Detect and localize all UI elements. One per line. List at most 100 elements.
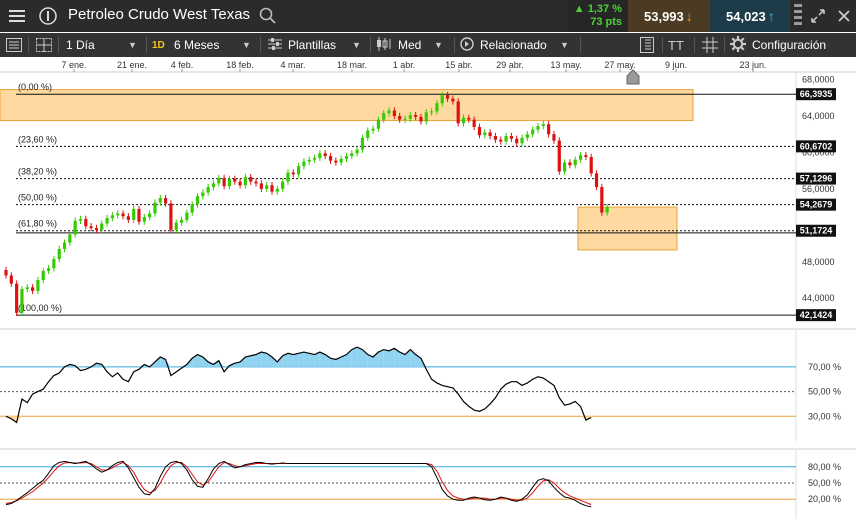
candle-body: [451, 98, 455, 102]
candle-body: [536, 126, 540, 130]
candle-body: [541, 124, 545, 127]
candle-body: [249, 177, 253, 182]
rsi-overbought-fill: [309, 353, 315, 367]
candle-body: [206, 187, 210, 193]
templates-dropdown[interactable]: Plantillas ▼: [268, 33, 368, 57]
related-dropdown[interactable]: Relacionado ▼: [460, 33, 578, 57]
rsi-overbought-fill: [287, 353, 294, 367]
rsi-overbought-fill: [202, 357, 209, 367]
candle-body: [594, 173, 599, 188]
candle-body: [408, 115, 412, 119]
rsi-panel[interactable]: 70,00 % 50,00 % 30,00 %: [0, 328, 856, 441]
layout-grid-icon[interactable]: [36, 33, 52, 57]
candle-body: [499, 139, 503, 142]
candle-body: [185, 212, 189, 220]
list-icon[interactable]: [6, 33, 22, 57]
chart-area[interactable]: 7 ene. 21 ene. 4 feb. 18 feb. 4 mar. 18 mar. 1…: [0, 58, 856, 519]
x-tick-label: 18 mar.: [337, 60, 367, 70]
crosshair-grid-icon[interactable]: [702, 33, 718, 57]
candle-body: [169, 203, 173, 230]
candle-body: [578, 155, 583, 160]
price-chart[interactable]: (0,00 %) (23,60 %) (38,20 %) (50,00 %) (61,8…: [0, 69, 836, 322]
column-chart-icon[interactable]: [640, 33, 654, 57]
x-tick-label: 9 jun.: [665, 60, 687, 70]
menu-icon[interactable]: [0, 0, 34, 32]
candle-body: [515, 138, 519, 144]
toolbar-divider: [662, 37, 663, 53]
candle-body: [15, 283, 19, 313]
rsi-tick-label: 50,00 %: [808, 387, 841, 397]
interval-dropdown[interactable]: 1 Día ▼: [66, 33, 142, 57]
x-axis: 7 ene. 21 ene. 4 feb. 18 feb. 4 mar. 18 mar. 1…: [0, 60, 856, 73]
text-tool-button[interactable]: TT: [668, 33, 684, 57]
candle-body: [302, 161, 306, 167]
ask-price-button[interactable]: 54,023 ↑: [710, 0, 790, 32]
candle-body: [371, 128, 375, 131]
y-tick-label: 60,0000: [802, 147, 835, 157]
rsi-overbought-fill: [293, 353, 299, 367]
toolbar-divider: [724, 37, 725, 53]
candle-body: [211, 183, 216, 188]
rsi-tick-label: 70,00 %: [808, 362, 841, 372]
alert-marker-icon: [626, 69, 640, 85]
range-dropdown[interactable]: 6 Meses ▼: [174, 33, 258, 57]
candle-body: [366, 130, 370, 138]
toolbar-divider: [260, 37, 261, 53]
change-percent: 1,37 %: [587, 3, 622, 15]
rsi-tick-label: 30,00 %: [808, 411, 841, 421]
candle-body: [179, 219, 184, 223]
candle-body: [100, 223, 104, 230]
candle-body: [9, 275, 13, 284]
templates-icon: [268, 37, 282, 53]
price-type-dropdown[interactable]: Med ▼: [376, 33, 452, 57]
candle-body: [403, 118, 407, 120]
price-label-text: 42,1424: [800, 310, 833, 320]
candle-body: [105, 218, 109, 224]
search-icon[interactable]: [256, 0, 280, 32]
price-label-text: 66,3935: [800, 89, 833, 99]
chevron-down-icon: ▼: [242, 40, 251, 50]
settings-button[interactable]: Configuración: [730, 33, 826, 57]
retracement-zone-lower: [577, 206, 678, 251]
drag-handle-icon[interactable]: [790, 0, 806, 32]
y-tick-label: 44,0000: [802, 293, 835, 303]
rsi-overbought-fill: [282, 353, 288, 367]
candle-body: [62, 242, 67, 250]
toolbar-divider: [370, 37, 371, 53]
candle-body: [190, 204, 194, 213]
expand-icon[interactable]: [806, 0, 830, 32]
candle-body: [424, 112, 428, 122]
candle-body: [328, 156, 333, 161]
info-icon[interactable]: [34, 0, 62, 32]
rsi-overbought-fill: [389, 348, 395, 367]
rsi-overbought-fill: [261, 352, 267, 367]
x-tick-label: 23 jun.: [739, 60, 766, 70]
stochastic-panel[interactable]: 80,00 % 50,00 % 20,00 %: [0, 448, 856, 519]
candle-body: [419, 116, 423, 122]
rsi-overbought-fill: [250, 354, 257, 367]
rsi-overbought-fill: [272, 357, 278, 367]
y-tick-label: 48,0000: [802, 257, 835, 267]
candle-body: [520, 137, 524, 144]
rsi-overbought-fill: [240, 357, 246, 367]
candle-body: [435, 103, 439, 112]
candle-body: [430, 111, 434, 113]
candle-body: [259, 183, 263, 189]
rsi-overbought-fill: [303, 352, 310, 367]
price-label-text: 60,6702: [800, 141, 833, 151]
x-tick-label: 1 abr.: [393, 60, 416, 70]
candle-body: [605, 207, 609, 213]
candle-body: [73, 220, 77, 235]
price-label-box: [796, 309, 836, 322]
candle-body: [323, 153, 327, 157]
candle-body: [461, 117, 466, 124]
toolbar-divider: [58, 37, 59, 53]
candle-body: [110, 215, 114, 219]
fib-level-label: (61,80 %): [18, 219, 57, 229]
bid-price-button[interactable]: 53,993 ↓: [628, 0, 710, 32]
instrument-title[interactable]: Petroleo Crudo West Texas: [68, 6, 251, 23]
rsi-overbought-fill: [367, 354, 374, 367]
candle-body: [360, 137, 365, 150]
close-icon[interactable]: [832, 0, 856, 32]
candle-body: [46, 268, 51, 271]
